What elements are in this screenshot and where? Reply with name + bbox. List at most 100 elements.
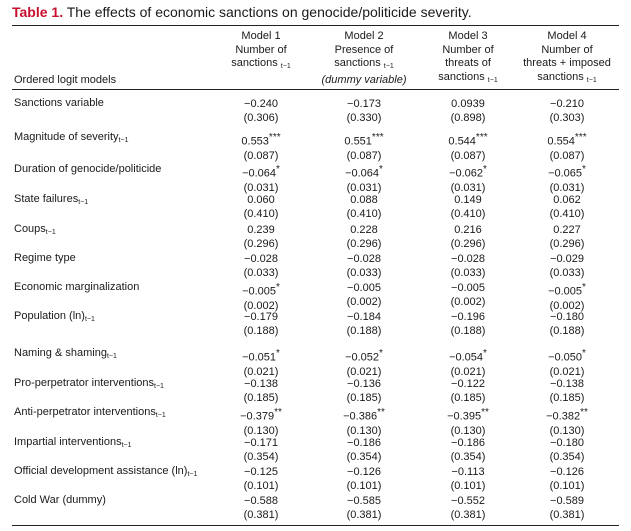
significance-stars: ** — [580, 407, 588, 418]
standard-error: (0.087) — [346, 149, 382, 162]
standard-error: (0.002) — [346, 296, 382, 308]
standard-error: (0.031) — [346, 181, 382, 194]
table-cell: −0.028 (0.033) — [416, 252, 520, 280]
standard-error: (0.330) — [346, 112, 382, 124]
standard-error: (0.188) — [346, 325, 382, 337]
coefficient: −0.186 — [451, 437, 485, 449]
coefficient: −0.240 — [244, 98, 278, 110]
coefficient: −0.005* — [242, 282, 280, 298]
standard-error: (0.188) — [243, 325, 279, 337]
standard-error: (0.354) — [549, 451, 585, 463]
standard-error: (0.185) — [549, 392, 585, 404]
coefficient: 0.060 — [247, 194, 275, 206]
coefficient: −0.173 — [347, 98, 381, 110]
table-cell: 0.551*** (0.087) — [312, 131, 416, 163]
coefficient: −0.196 — [451, 311, 485, 323]
table-cell: −0.589 (0.381) — [515, 494, 619, 522]
coefficient: −0.065* — [548, 164, 586, 180]
table-cell: −0.186 (0.354) — [312, 436, 416, 464]
table-cell: −0.050* (0.021) — [515, 347, 619, 379]
table-cell: −0.138 (0.185) — [209, 377, 313, 405]
coefficient: −0.122 — [451, 378, 485, 390]
table-cell: 0.149 (0.410) — [416, 193, 520, 221]
top-rule — [12, 25, 619, 26]
table-cell: −0.064* (0.031) — [312, 163, 416, 195]
column-header-note: (dummy variable) — [321, 73, 407, 86]
standard-error: (0.354) — [243, 451, 279, 463]
table-cell: −0.065* (0.031) — [515, 163, 619, 195]
table-cell: −0.395** (0.130) — [416, 406, 520, 438]
table-cell: 0.0939 (0.898) — [416, 97, 520, 125]
table-cell: −0.122 (0.185) — [416, 377, 520, 405]
standard-error: (0.021) — [346, 365, 382, 378]
table-cell: −0.125 (0.101) — [209, 465, 313, 493]
column-header-line: sanctions t−1 — [334, 57, 394, 70]
row-label: Naming & shamingt−1 — [14, 347, 117, 360]
standard-error: (0.306) — [243, 112, 279, 124]
column-header-line: threats + imposed — [523, 57, 611, 69]
coefficient: −0.028 — [451, 253, 485, 265]
table-cell: 0.553*** (0.087) — [209, 131, 313, 163]
standard-error: (0.087) — [549, 149, 585, 162]
table-cell: 0.544*** (0.087) — [416, 131, 520, 163]
table-cell: −0.005 (0.002) — [416, 281, 520, 309]
significance-stars: ** — [377, 407, 385, 418]
coefficient: −0.005* — [548, 282, 586, 298]
row-label: Anti-perpetrator interventionst−1 — [14, 406, 166, 419]
column-header-line: Model 4 — [547, 30, 587, 42]
coefficient: −0.136 — [347, 378, 381, 390]
row-label: Pro-perpetrator interventionst−1 — [14, 377, 164, 390]
table-cell: −0.184 (0.188) — [312, 310, 416, 338]
significance-stars: * — [483, 348, 487, 359]
standard-error: (0.101) — [450, 480, 486, 492]
table-cell: −0.005* (0.002) — [209, 281, 313, 313]
significance-stars: * — [276, 282, 280, 293]
table-cell: −0.005 (0.002) — [312, 281, 416, 309]
column-header-model-2: Model 2 Presence of sanctions t−1 (dummy… — [312, 30, 416, 87]
standard-error: (0.101) — [243, 480, 279, 492]
coefficient: −0.585 — [347, 495, 381, 507]
row-label: Economic marginalization — [14, 281, 140, 293]
table-cell: −0.126 (0.101) — [312, 465, 416, 493]
standard-error: (0.033) — [450, 267, 486, 279]
table-cell: −0.051* (0.021) — [209, 347, 313, 379]
table-cell: −0.196 (0.188) — [416, 310, 520, 338]
bottom-rule — [12, 525, 619, 526]
coefficient: 0.149 — [454, 194, 482, 206]
standard-error: (0.087) — [243, 149, 279, 162]
coefficient: 0.554*** — [547, 132, 587, 148]
standard-error: (0.354) — [450, 451, 486, 463]
significance-stars: * — [483, 164, 487, 175]
coefficient: 0.216 — [454, 224, 482, 236]
coefficient: −0.138 — [550, 378, 584, 390]
coefficient: −0.029 — [550, 253, 584, 265]
row-label: Population (ln)t−1 — [14, 310, 95, 323]
table-cell: −0.180 (0.188) — [515, 310, 619, 338]
significance-stars: * — [582, 348, 586, 359]
table-cell: −0.180 (0.354) — [515, 436, 619, 464]
standard-error: (0.185) — [243, 392, 279, 404]
table-cell: −0.240 (0.306) — [209, 97, 313, 125]
table-cell: −0.028 (0.033) — [312, 252, 416, 280]
column-header-model-4: Model 4 Number of threats + imposed sanc… — [515, 30, 619, 87]
coefficient: 0.228 — [350, 224, 378, 236]
standard-error: (0.303) — [549, 112, 585, 124]
coefficient: −0.126 — [347, 466, 381, 478]
coefficient: −0.113 — [451, 466, 485, 478]
coefficient: 0.553*** — [241, 132, 281, 148]
significance-stars: * — [582, 164, 586, 175]
standard-error: (0.188) — [549, 325, 585, 337]
table-cell: −0.113 (0.101) — [416, 465, 520, 493]
standard-error: (0.021) — [549, 365, 585, 378]
coefficient: −0.379** — [240, 407, 282, 423]
table-cell: −0.179 (0.188) — [209, 310, 313, 338]
coefficient: −0.382** — [546, 407, 588, 423]
table-cell: −0.062* (0.031) — [416, 163, 520, 195]
standard-error: (0.031) — [450, 181, 486, 194]
coefficient: 0.227 — [553, 224, 581, 236]
coefficient: −0.588 — [244, 495, 278, 507]
column-header-model-3: Model 3 Number of threats of sanctions t… — [416, 30, 520, 87]
coefficient: −0.052* — [345, 348, 383, 364]
table-cell: −0.386** (0.130) — [312, 406, 416, 438]
coefficient: −0.126 — [550, 466, 584, 478]
